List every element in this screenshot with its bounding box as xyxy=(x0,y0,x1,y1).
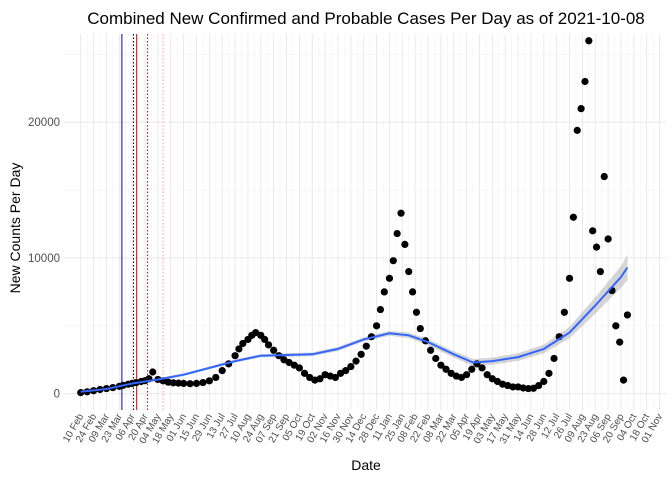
data-point xyxy=(397,209,405,217)
data-point xyxy=(239,339,247,348)
data-point xyxy=(212,373,220,382)
data-point xyxy=(581,77,589,86)
x-axis-title: Date xyxy=(351,457,381,473)
data-point xyxy=(316,375,324,383)
data-point xyxy=(432,354,440,363)
data-point xyxy=(401,240,409,248)
data-point xyxy=(612,322,620,330)
data-point xyxy=(393,229,401,238)
data-point xyxy=(442,365,450,373)
data-point xyxy=(205,377,213,385)
data-point xyxy=(416,324,424,333)
data-point xyxy=(231,352,239,360)
data-point xyxy=(261,335,269,344)
data-points xyxy=(77,37,632,397)
data-point xyxy=(623,311,632,319)
data-point xyxy=(149,368,157,376)
data-point xyxy=(180,379,188,387)
data-point xyxy=(331,373,340,382)
data-point xyxy=(589,227,597,235)
data-point xyxy=(376,305,385,314)
data-point xyxy=(235,345,243,353)
y-tick-label: 10000 xyxy=(28,253,60,265)
y-tick-label: 20000 xyxy=(28,117,60,129)
data-point xyxy=(186,380,194,388)
data-point xyxy=(412,308,421,316)
data-point xyxy=(585,37,593,45)
data-point xyxy=(362,342,370,350)
y-axis-title: New Counts Per Day xyxy=(7,163,23,294)
data-point xyxy=(569,213,577,221)
data-point xyxy=(577,105,585,113)
data-point xyxy=(560,308,568,316)
data-point xyxy=(592,243,601,251)
data-point xyxy=(295,364,303,372)
data-point xyxy=(550,354,558,363)
data-point xyxy=(342,367,350,375)
data-point xyxy=(199,378,207,387)
data-point xyxy=(192,379,201,387)
data-point xyxy=(573,126,581,134)
data-point xyxy=(218,367,226,375)
confidence-band-area xyxy=(80,254,628,395)
data-point xyxy=(427,346,435,354)
data-point xyxy=(270,346,278,354)
y-tick-labels: 0 10000 20000 xyxy=(28,117,60,400)
data-point xyxy=(483,371,491,379)
data-point xyxy=(385,274,394,282)
chart-title: Combined New Confirmed and Probable Case… xyxy=(87,9,645,28)
data-point xyxy=(405,267,413,276)
data-point xyxy=(357,350,365,358)
grid xyxy=(64,34,666,410)
data-point xyxy=(352,357,360,365)
data-point xyxy=(619,376,628,384)
data-point xyxy=(264,341,273,349)
data-point xyxy=(174,379,183,387)
data-point xyxy=(468,365,476,373)
y-tick-label: 0 xyxy=(54,389,60,401)
data-point xyxy=(77,389,85,397)
data-point xyxy=(380,288,388,296)
data-point xyxy=(545,369,553,377)
data-point xyxy=(437,361,445,369)
data-point xyxy=(509,383,517,391)
data-point xyxy=(347,362,355,371)
smooth-trend-line xyxy=(80,266,629,393)
data-point xyxy=(524,384,532,393)
data-point xyxy=(463,371,471,379)
data-point xyxy=(389,257,397,265)
data-point xyxy=(535,381,543,390)
data-point xyxy=(565,274,574,282)
data-point xyxy=(300,369,309,377)
data-point xyxy=(540,377,548,386)
vertical-lines xyxy=(121,34,164,410)
data-point xyxy=(596,267,604,276)
confidence-band xyxy=(80,254,628,395)
data-point xyxy=(372,322,381,330)
data-point xyxy=(408,288,417,296)
data-point xyxy=(616,338,624,346)
data-point xyxy=(169,379,177,387)
data-point xyxy=(478,364,486,372)
data-point xyxy=(600,172,608,181)
data-point xyxy=(604,235,612,243)
smooth-line xyxy=(80,266,629,393)
